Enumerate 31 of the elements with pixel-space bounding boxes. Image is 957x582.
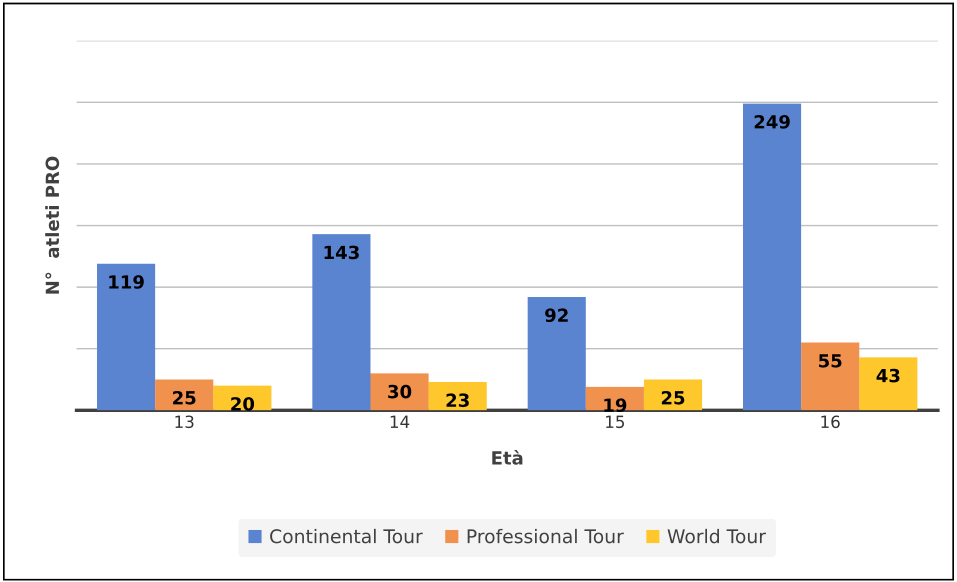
legend-label: World Tour [668,528,766,544]
bar [428,382,487,410]
legend-label: Professional Tour [468,528,624,544]
x-tick-label: 15 [606,416,624,428]
data-label: 119 [109,275,144,289]
bar [312,234,370,410]
bar [644,380,702,410]
x-tick-label: 14 [390,416,410,428]
data-label: 55 [819,354,842,368]
data-label: 30 [388,384,412,398]
x-tick-label: 16 [821,415,840,428]
x-axis-title: Età [492,450,522,465]
x-tick-label: 13 [175,415,194,428]
data-label: 23 [446,393,469,408]
bar [742,104,802,410]
data-label: 25 [662,390,684,405]
bar [370,373,429,410]
data-label: 19 [604,398,626,412]
data-label: 20 [231,397,254,411]
bar [155,380,214,410]
bar [859,357,918,410]
data-label: 249 [754,114,790,129]
legend-label: Continental Tour [270,528,423,544]
data-label: 92 [545,308,568,322]
y-axis-title: N° atleti PRO [45,156,60,294]
data-label: 43 [876,368,900,382]
data-label: 25 [173,390,196,405]
data-label: 143 [324,246,359,260]
bar [801,342,860,410]
bar [97,264,156,410]
bar [528,296,586,410]
